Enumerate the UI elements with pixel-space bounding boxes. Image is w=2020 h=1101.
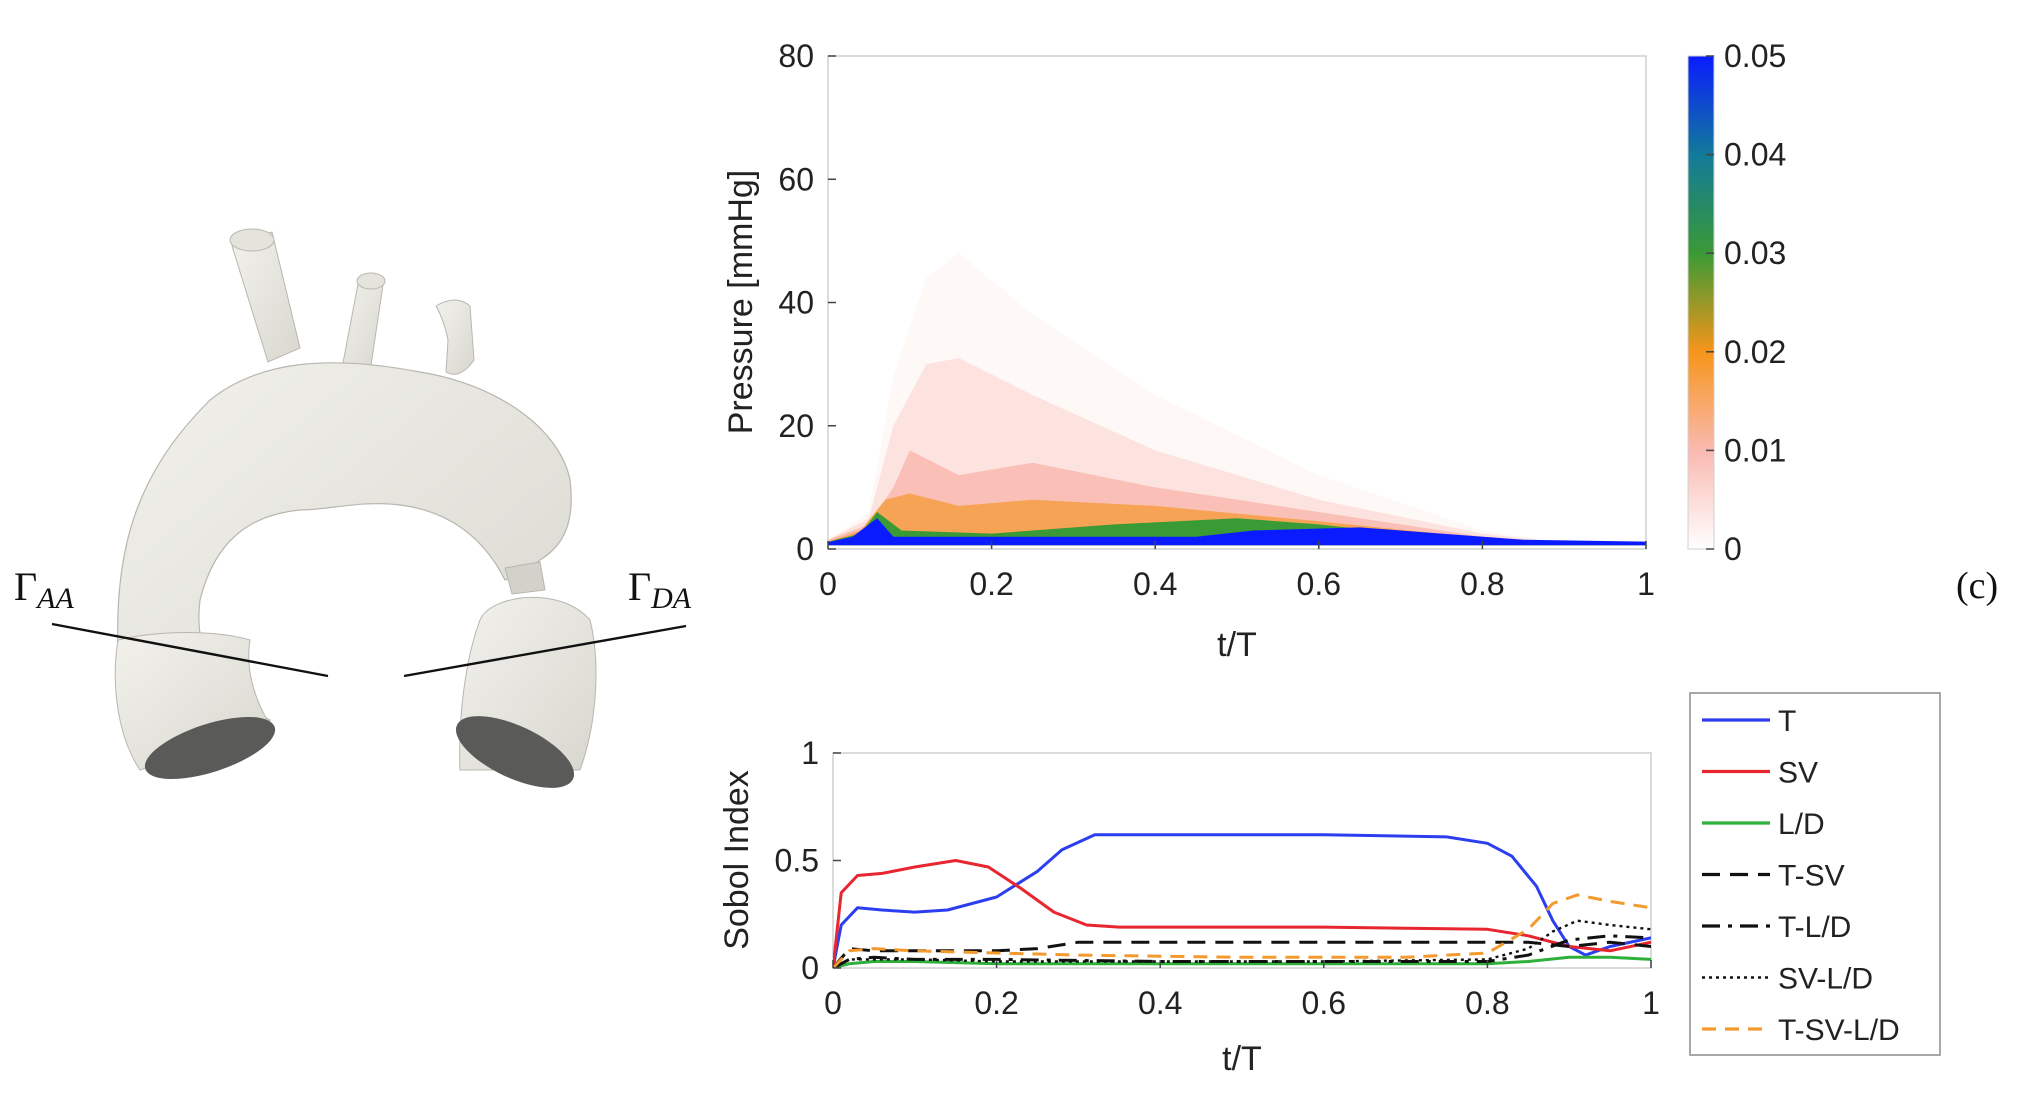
sobol-chart: 0 0.2 0.4 0.6 0.8 1 0 0.5 1 t/T Sobol Index T SV L…	[718, 692, 1941, 1078]
legend-label: L/D	[1778, 808, 1825, 841]
pressure-xtick-label: 0.4	[1133, 566, 1177, 602]
aorta-branch-2	[341, 277, 385, 373]
aorta-arch	[117, 362, 572, 746]
aorta-ascending-outlet	[144, 716, 276, 780]
pressure-axis-ticks: 0 0.2 0.4 0.6 0.8 1 0 20 40 60 80	[778, 38, 1654, 602]
colorbar-tick-label: 0.04	[1724, 137, 1786, 173]
pressure-xtick-label: 1	[1637, 566, 1655, 602]
sobol-xlabel: t/T	[1222, 1040, 1262, 1078]
colorbar-tick-label: 0	[1724, 531, 1742, 567]
sobol-xtick-label: 1	[1642, 985, 1660, 1021]
aorta-descending-outlet	[455, 716, 575, 788]
sobol-line-t-sv	[833, 940, 1651, 968]
gamma-da-label: ΓDA	[628, 564, 692, 615]
sobol-ytick-label: 1	[801, 735, 819, 771]
aorta-branch-1	[231, 231, 301, 363]
pressure-xtick-label: 0.8	[1460, 566, 1504, 602]
sobol-series-lines	[833, 833, 1651, 968]
pressure-xtick-label: 0.6	[1297, 566, 1341, 602]
sobol-line-t-l-d	[833, 934, 1651, 968]
sobol-xtick-label: 0.4	[1138, 985, 1182, 1021]
pressure-ylabel: Pressure [mmHg]	[722, 170, 760, 435]
sobol-ylabel: Sobol Index	[718, 770, 756, 950]
gamma-aa-label: ΓAA	[14, 564, 74, 615]
legend-label: T-L/D	[1778, 911, 1851, 944]
pressure-xtick-label: 0	[819, 566, 837, 602]
sobol-xtick-label: 0.6	[1302, 985, 1346, 1021]
panel-label: (c)	[1956, 565, 1998, 607]
aorta-model: ΓAA ΓDA	[14, 228, 692, 788]
sobol-xtick-label: 0.8	[1465, 985, 1509, 1021]
sobol-ytick-label: 0.5	[775, 843, 819, 879]
aorta-neck	[504, 561, 546, 595]
pressure-ytick-label: 60	[778, 161, 814, 197]
sobol-axis-ticks: 0 0.2 0.4 0.6 0.8 1 0 0.5 1	[775, 735, 1660, 1021]
legend-label: T	[1778, 705, 1796, 738]
pressure-density-bands	[828, 253, 1646, 546]
pressure-ytick-label: 80	[778, 38, 814, 74]
sobol-xtick-label: 0	[824, 985, 842, 1021]
sobol-line-l-d	[833, 955, 1651, 968]
legend-label: T-SV-L/D	[1778, 1014, 1900, 1047]
legend-label: T-SV	[1778, 860, 1845, 893]
pressure-ytick-label: 0	[796, 531, 814, 567]
section-line-aa	[51, 622, 329, 678]
colorbar-tick-label: 0.05	[1724, 38, 1786, 74]
aorta-branch-3	[435, 299, 475, 375]
density-band-5	[828, 518, 1646, 546]
legend-label: SV	[1778, 757, 1818, 790]
sobol-line-t-sv-l-d	[833, 893, 1651, 968]
section-line-da	[403, 624, 687, 678]
sobol-line-t	[833, 833, 1651, 968]
sobol-xtick-label: 0.2	[974, 985, 1018, 1021]
colorbar-tick-label: 0.02	[1724, 334, 1786, 370]
sobol-ytick-label: 0	[801, 950, 819, 986]
legend-label: SV-L/D	[1778, 963, 1873, 996]
pressure-ytick-label: 40	[778, 285, 814, 321]
colorbar-tick-label: 0.01	[1724, 432, 1786, 468]
colorbar-ticks: 0 0.01 0.02 0.03 0.04 0.05	[1706, 38, 1786, 567]
colorbar	[1687, 55, 1715, 550]
pressure-xlabel: t/T	[1217, 626, 1257, 664]
sobol-legend-items: T SV L/D T-SV T-L/D SV-L/D T-SV-L/D	[1702, 705, 1900, 1047]
pressure-ytick-label: 20	[778, 408, 814, 444]
colorbar-tick-label: 0.03	[1724, 235, 1786, 271]
pressure-chart: 0 0.2 0.4 0.6 0.8 1 0 20 40 60 80 t/T Pressure [mm…	[722, 38, 1786, 664]
pressure-xtick-label: 0.2	[969, 566, 1013, 602]
